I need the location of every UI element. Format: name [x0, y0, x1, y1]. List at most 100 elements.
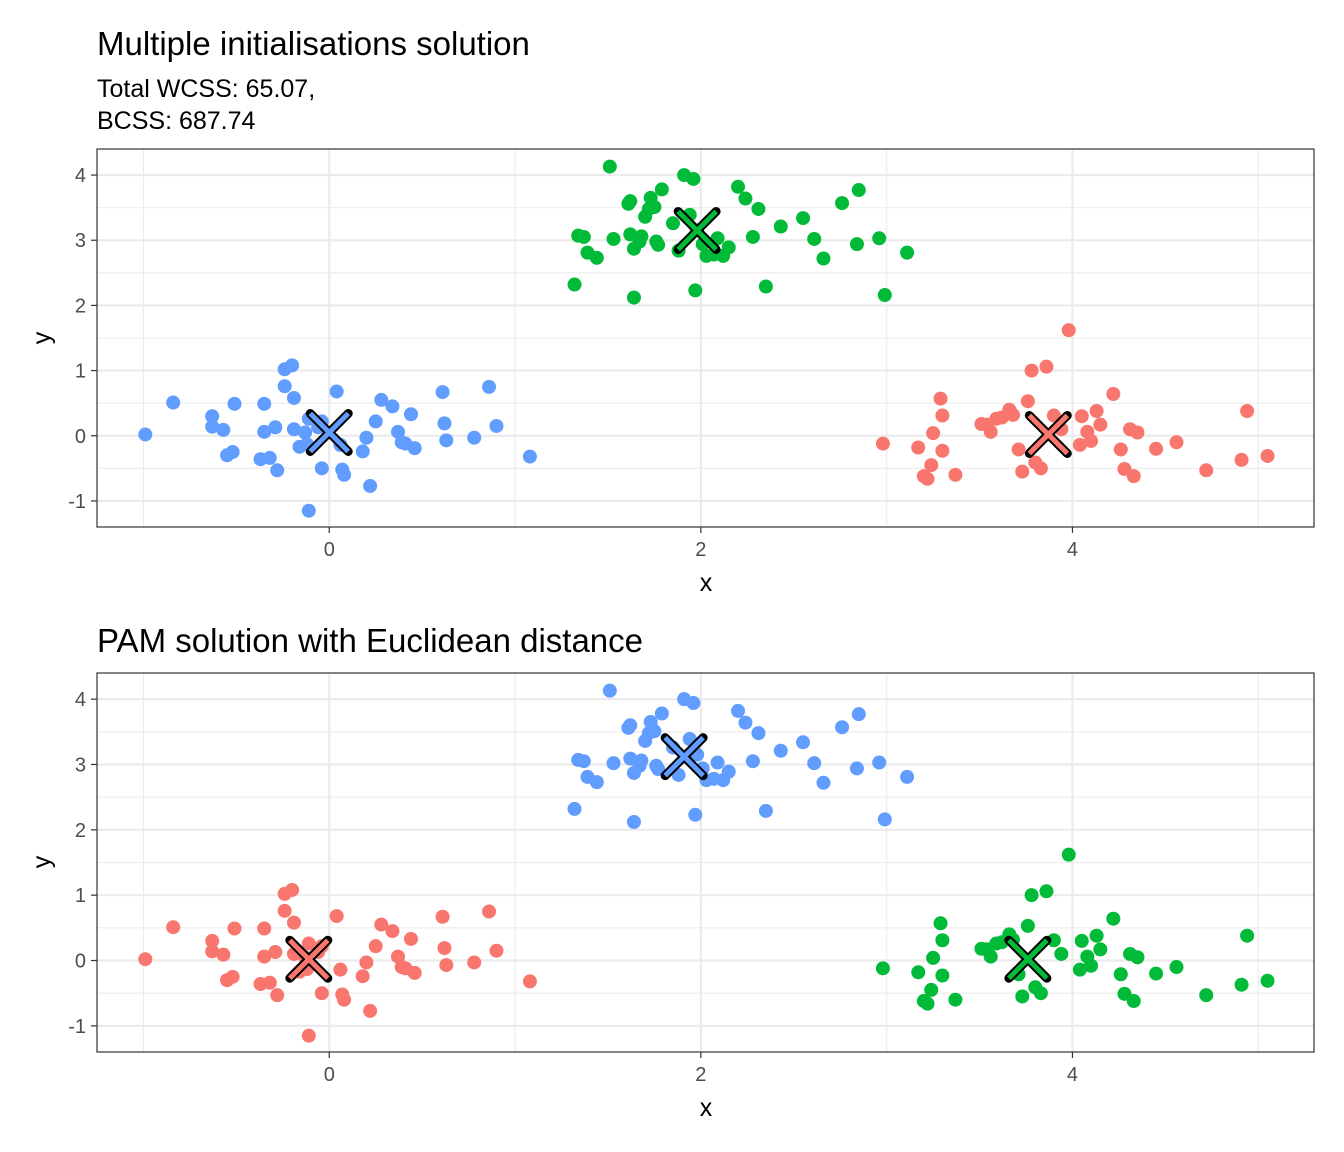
chart1-point-cluster2 [686, 171, 701, 186]
chart2-x-tick-label: 4 [1067, 1064, 1078, 1086]
chart2-point-cluster2 [1199, 988, 1214, 1003]
chart2-point-cluster2 [1072, 962, 1087, 977]
chart2-point-cluster3 [567, 801, 582, 816]
chart2-point-cluster1 [205, 944, 220, 959]
chart1-point-cluster1 [1093, 417, 1108, 432]
chart2-point-cluster3 [807, 756, 822, 771]
chart1-point-cluster3 [439, 433, 454, 448]
chart1-title: Multiple initialisations solution [97, 25, 530, 62]
chart2-point-cluster1 [301, 1028, 316, 1043]
chart1-point-cluster3 [467, 430, 482, 445]
chart2-point-cluster3 [651, 762, 666, 777]
chart1-point-cluster2 [567, 277, 582, 292]
chart1-point-cluster2 [738, 191, 753, 206]
chart1-center-cluster1-x-cross-icon [1024, 410, 1072, 458]
chart2-point-cluster2 [1074, 933, 1089, 948]
chart1-point-cluster1 [1020, 394, 1035, 409]
chart1-point-cluster3 [298, 425, 313, 440]
chart1-point-cluster1 [1234, 452, 1249, 467]
chart1-point-cluster2 [654, 182, 669, 197]
chart2-point-cluster2 [1015, 989, 1030, 1004]
chart1-x-tick-label: 0 [324, 539, 335, 561]
chart2-point-cluster3 [877, 812, 892, 827]
chart2-point-cluster1 [404, 931, 418, 946]
chart1-point-cluster2 [647, 200, 662, 214]
chart2-point-cluster1 [205, 933, 220, 948]
chart2-point-cluster3 [623, 718, 638, 733]
chart2-point-cluster1 [355, 969, 370, 984]
chart2-point-cluster2 [1039, 884, 1054, 899]
chart2-point-cluster1 [286, 915, 301, 930]
chart2-point-cluster1 [301, 936, 316, 951]
chart1-point-cluster1 [935, 443, 950, 458]
chart1-y-axis-label: y [28, 331, 56, 344]
chart1-point-cluster3 [262, 450, 277, 465]
chart1-point-cluster1 [924, 458, 939, 473]
chart1-point-cluster1 [1011, 442, 1026, 457]
chart2-point-cluster1 [225, 969, 240, 984]
chart2-point-cluster1 [314, 986, 329, 1001]
chart2-point-cluster3 [731, 703, 746, 718]
chart2-point-cluster2 [1126, 994, 1141, 1009]
chart1-panel-border [96, 148, 1315, 528]
chart1-point-cluster3 [385, 399, 400, 414]
chart1-point-cluster3 [314, 461, 329, 476]
chart2-point-cluster3 [849, 761, 864, 776]
chart1-y-tick-label: 2 [75, 295, 86, 317]
chart2-point-cluster3 [634, 753, 649, 768]
chart1-point-cluster3 [205, 409, 220, 424]
chart2-point-cluster2 [920, 996, 935, 1011]
chart2-point-cluster1 [385, 924, 400, 939]
chart1-point-cluster3 [522, 449, 537, 464]
chart1-point-cluster3 [277, 379, 292, 394]
chart2-y-tick-label: 0 [75, 951, 86, 973]
chart2-point-cluster1 [435, 909, 450, 924]
chart1-point-cluster2 [807, 231, 822, 246]
chart2-point-cluster3 [688, 807, 703, 822]
chart2-y-tick-label: 1 [75, 885, 86, 907]
chart2-point-cluster3 [835, 720, 850, 735]
chart1-point-cluster1 [1169, 435, 1184, 450]
chart2-point-cluster1 [522, 974, 537, 989]
chart1-point-cluster2 [688, 283, 703, 298]
chart1-point-cluster2 [623, 194, 638, 209]
chart1-point-cluster2 [651, 237, 666, 252]
chart1-subtitle-line2: BCSS: 687.74 [97, 107, 256, 135]
chart2-point-cluster3 [900, 769, 915, 784]
chart1-point-cluster3 [166, 395, 181, 410]
chart2-point-cluster2 [911, 965, 926, 980]
chart2-x-tick-label: 0 [324, 1064, 335, 1086]
chart1-subtitle-line1: Total WCSS: 65.07, [97, 75, 315, 103]
chart1-point-cluster3 [286, 422, 301, 437]
chart2-panel-border [96, 672, 1315, 1053]
chart1-point-cluster2 [872, 231, 887, 246]
chart1-point-cluster1 [1240, 403, 1255, 418]
chart2-point-cluster2 [875, 961, 890, 976]
chart1-center-cluster2-x-cross-icon [673, 206, 721, 254]
chart1-point-cluster2 [606, 231, 621, 246]
chart2-point-cluster1 [489, 943, 504, 958]
chart2-point-cluster3 [796, 735, 811, 750]
chart1-point-cluster3 [368, 414, 383, 429]
chart2-point-cluster3 [721, 764, 736, 779]
chart1-point-cluster2 [877, 287, 892, 302]
chart2-point-cluster3 [710, 755, 725, 770]
chart1-point-cluster2 [751, 201, 766, 216]
chart2-point-cluster1 [482, 904, 497, 919]
chart1-point-cluster2 [816, 251, 831, 266]
chart1-point-cluster2 [849, 237, 864, 252]
chart2-center-cluster3-x-cross-icon [660, 733, 708, 781]
chart2-y-tick-label: -1 [68, 1016, 86, 1038]
chart1-point-cluster1 [948, 467, 963, 482]
chart2-point-cluster3 [686, 696, 701, 711]
chart1-point-cluster3 [286, 390, 301, 405]
chart1-point-cluster1 [1015, 464, 1030, 479]
chart2-point-cluster1 [277, 903, 292, 918]
chart1-point-cluster3 [268, 420, 283, 435]
chart2-point-cluster1 [166, 920, 181, 935]
chart1-point-cluster2 [634, 229, 649, 244]
chart2-y-axis-label: y [28, 855, 56, 868]
chart1-point-cluster2 [900, 245, 915, 260]
chart1-point-cluster3 [329, 384, 344, 399]
